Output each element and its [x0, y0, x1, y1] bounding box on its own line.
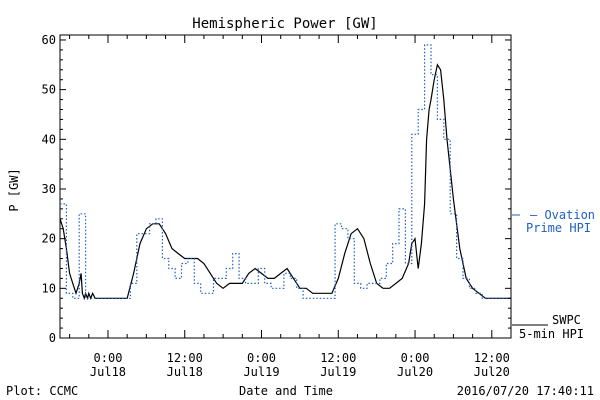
x-tick-date-3: Jul19 — [320, 365, 356, 379]
y-tick-label-6: 60 — [42, 33, 56, 47]
y-tick-label-2: 20 — [42, 232, 56, 246]
x-tick-date-2: Jul19 — [243, 365, 279, 379]
legend-swpc-label: SWPC — [552, 313, 581, 327]
x-tick-time-2: 0:00 — [247, 351, 276, 365]
footer-timestamp: 2016/07/20 17:40:11 — [457, 384, 594, 398]
y-tick-label-1: 10 — [42, 281, 56, 295]
legend-swpc-label-2: 5-min HPI — [519, 327, 584, 341]
y-tick-label-4: 40 — [42, 132, 56, 146]
y-tick-label-3: 30 — [42, 182, 56, 196]
legend-ovation-label-2: Prime HPI — [526, 221, 591, 235]
series-layer — [59, 44, 511, 301]
y-axis-label: P [GW] — [7, 168, 21, 211]
x-tick-time-5: 12:00 — [474, 351, 510, 365]
series-ovation-line — [60, 44, 508, 299]
x-axis-label: Date and Time — [239, 384, 333, 398]
x-tick-date-1: Jul18 — [167, 365, 203, 379]
series-swpc-line — [59, 63, 511, 301]
x-tick-time-4: 0:00 — [401, 351, 430, 365]
chart-title: Hemispheric Power [GW] — [192, 16, 377, 32]
y-tick-label-5: 50 — [42, 83, 56, 97]
x-tick-time-3: 12:00 — [320, 351, 356, 365]
x-tick-date-5: Jul20 — [474, 365, 510, 379]
y-ticks: 0 10 20 30 40 50 60 — [42, 33, 511, 345]
x-tick-time-1: 12:00 — [167, 351, 203, 365]
plot-frame — [59, 34, 512, 339]
y-tick-label-0: 0 — [49, 331, 56, 345]
footer-plot-credit: Plot: CCMC — [6, 384, 78, 398]
x-tick-date-0: Jul18 — [90, 365, 126, 379]
x-tick-time-0: 0:00 — [94, 351, 123, 365]
x-ticks: 0:00Jul1812:00Jul180:00Jul1912:00Jul190:… — [69, 35, 510, 379]
x-tick-date-4: Jul20 — [397, 365, 433, 379]
legend-ovation-label: — Ovation — [530, 208, 595, 222]
